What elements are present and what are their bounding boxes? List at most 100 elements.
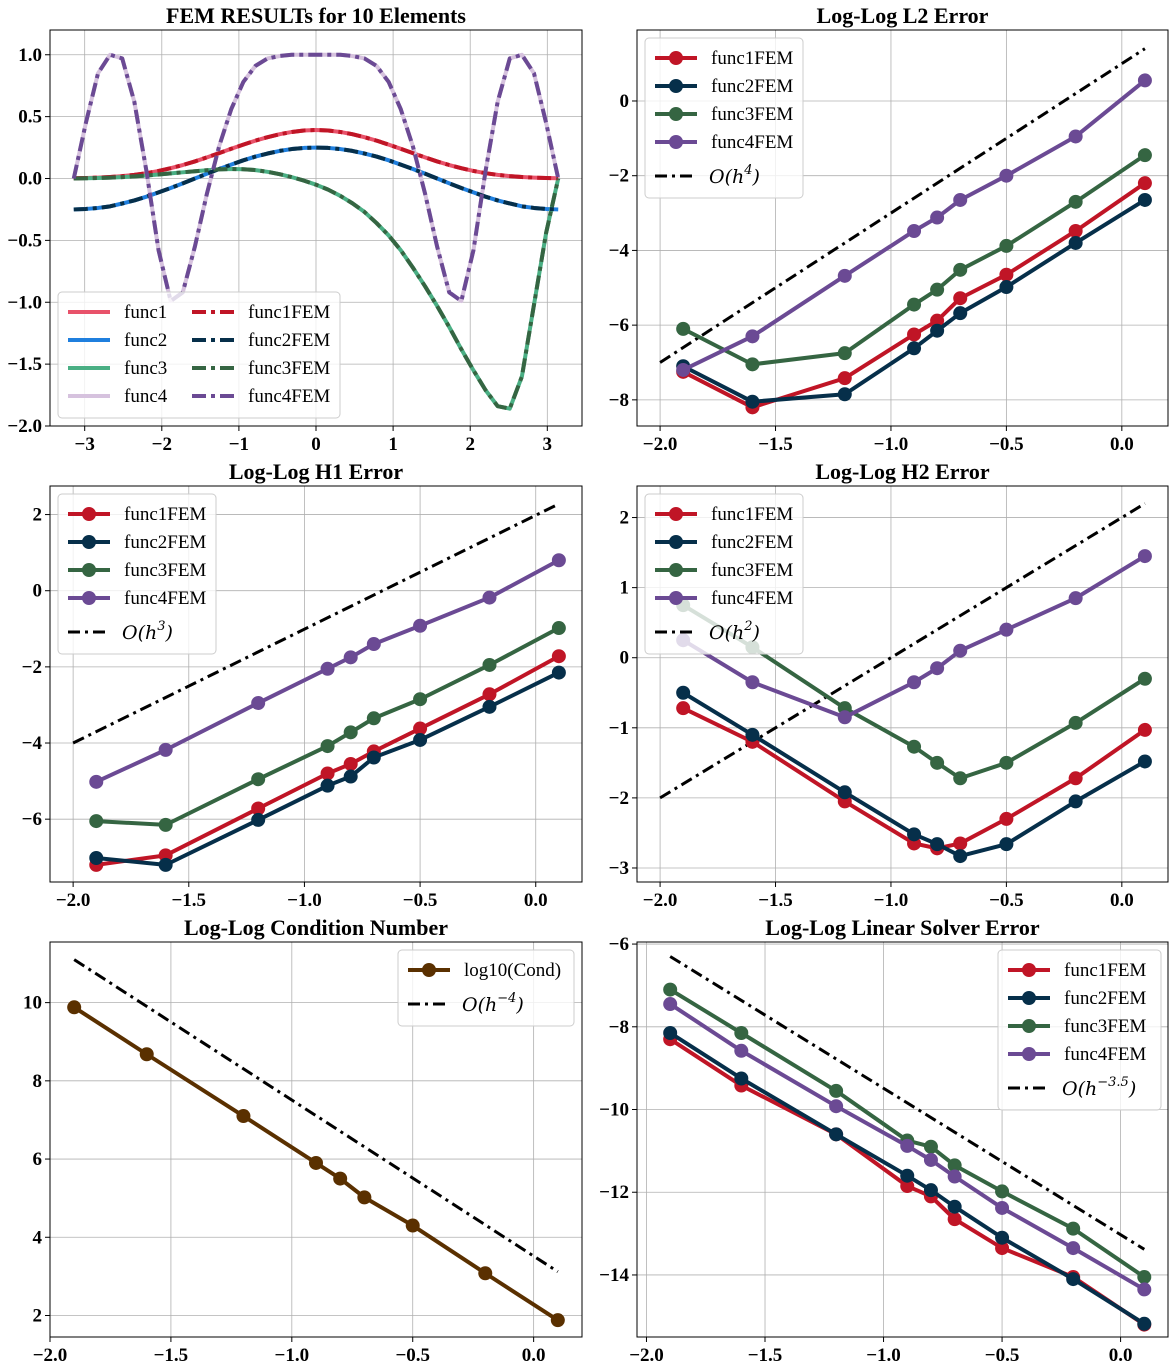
data-point-func3FEM [366, 711, 381, 726]
legend-label: func3FEM [711, 104, 793, 125]
y-tick-label: −2.0 [7, 416, 42, 437]
data-point-func4FEM [829, 1099, 844, 1114]
data-point-func4FEM [947, 1169, 962, 1184]
legend-label: func2FEM [248, 330, 330, 351]
x-tick-label: −0.5 [395, 1345, 430, 1366]
legend-label: func1FEM [248, 302, 330, 323]
data-point-func3FEM [930, 282, 945, 297]
legend-box [57, 493, 217, 655]
y-tick-label: −3 [609, 858, 629, 879]
data-point-func2FEM [482, 699, 497, 714]
data-point-func4FEM [923, 1152, 938, 1167]
x-tick-label: −0.5 [985, 1345, 1020, 1366]
data-point-func2FEM [676, 685, 691, 700]
data-point-func1FEM [676, 701, 691, 716]
x-tick-label: −0.5 [403, 890, 438, 911]
legend-marker [669, 535, 683, 549]
data-point-func4FEM [1137, 549, 1152, 564]
legend-marker [1022, 963, 1036, 977]
data-point-func3FEM [947, 1158, 962, 1173]
data-point-func1FEM [953, 291, 968, 306]
axes-frame [49, 485, 583, 883]
data-point-func1FEM [343, 756, 358, 771]
legend-marker [82, 507, 96, 521]
data-point-func4FEM [551, 553, 566, 568]
data-point-func2FEM [320, 778, 335, 793]
plot-area [67, 958, 565, 1328]
legend-label-reference: O(h4) [709, 163, 760, 188]
x-tick-label: 0.0 [1110, 434, 1134, 455]
y-tick-label: 0.0 [18, 169, 42, 190]
x-tick-label: −0.5 [989, 434, 1024, 455]
series-line-func1 [73, 127, 559, 181]
axes-frame [636, 941, 1169, 1338]
data-point-log10(Cond) [139, 1047, 154, 1062]
axes-frame [49, 941, 583, 1338]
data-point-func2FEM [551, 665, 566, 680]
y-tick-label: −0.5 [7, 230, 42, 251]
legend-label: func4 [124, 386, 168, 407]
data-point-func2FEM [930, 323, 945, 338]
x-tick-label: −1.5 [758, 434, 793, 455]
data-point-func3FEM [930, 755, 945, 770]
data-point-func4FEM [251, 696, 266, 711]
y-tick-label: 2 [620, 508, 630, 529]
data-point-func2FEM [947, 1199, 962, 1214]
data-point-func2FEM [953, 306, 968, 321]
data-point-func1FEM [995, 1241, 1010, 1256]
panel-condition-number: −2.0 −1.5 −1.0 −0.5 0.0 10 8 6 4 2 Log-Log Conditi… [23, 915, 583, 1366]
data-point-func4FEM [413, 618, 428, 633]
data-point-func3FEM [158, 817, 173, 832]
legend-marker [1022, 991, 1036, 1005]
y-tick-label: −8 [609, 390, 629, 411]
y-tick-label: −1.5 [7, 354, 42, 375]
y-tick-label: −2 [609, 166, 629, 187]
data-point-func3FEM [999, 755, 1014, 770]
data-point-func3FEM [829, 1083, 844, 1098]
x-tick-label: −1.0 [275, 1345, 310, 1366]
reference-line [659, 47, 1146, 364]
y-tick-label: 0 [33, 581, 43, 602]
x-tick-label: 2 [465, 434, 475, 455]
x-tick-label: 1 [388, 434, 398, 455]
data-point-func1FEM [320, 766, 335, 781]
data-point-func1FEM [1068, 771, 1083, 786]
y-tick-label: −6 [22, 809, 42, 830]
reference-line [72, 502, 560, 745]
data-point-func1FEM [413, 721, 428, 736]
x-tick-label: −2.0 [56, 890, 91, 911]
y-tick-label: −4 [22, 733, 43, 754]
data-point-func3FEM [953, 262, 968, 277]
x-tick-label: −1 [229, 434, 249, 455]
data-point-func2FEM [89, 851, 104, 866]
data-point-func2FEM [923, 1183, 938, 1198]
y-tick-label: −1 [609, 718, 629, 739]
x-tick-label: −1.5 [748, 1345, 783, 1366]
y-tick-label: 1 [620, 578, 630, 599]
legend: func1FEM func2FEM func3FEM func4FEM O(h4) [644, 37, 804, 199]
x-tick-label: −1.0 [866, 1345, 901, 1366]
data-point-func4FEM [837, 710, 852, 725]
data-point-func1FEM [907, 327, 922, 342]
data-point-func3FEM [1068, 194, 1083, 209]
x-tick-label: −1.5 [758, 890, 793, 911]
data-point-func4FEM [930, 661, 945, 676]
x-tick-label: −2.0 [643, 890, 678, 911]
legend: func1FEM func2FEM func3FEM func4FEM O(h3) [57, 493, 217, 655]
legend-label: func2FEM [711, 76, 793, 97]
y-tick-label: −2 [22, 657, 42, 678]
legend-marker [669, 563, 683, 577]
legend-label: func4FEM [1064, 1044, 1146, 1065]
legend-label: func3FEM [248, 358, 330, 379]
legend-label: func2FEM [124, 532, 206, 553]
legend-marker [669, 79, 683, 93]
data-point-func1FEM [999, 267, 1014, 282]
y-tick-label: 0 [620, 91, 630, 112]
data-point-func1FEM [953, 836, 968, 851]
data-point-func3FEM [953, 771, 968, 786]
x-tick-label: −3 [75, 434, 95, 455]
data-point-func1FEM [999, 811, 1014, 826]
legend-label: func3FEM [124, 560, 206, 581]
legend-marker [1022, 1019, 1036, 1033]
data-point-func3FEM [999, 238, 1014, 253]
